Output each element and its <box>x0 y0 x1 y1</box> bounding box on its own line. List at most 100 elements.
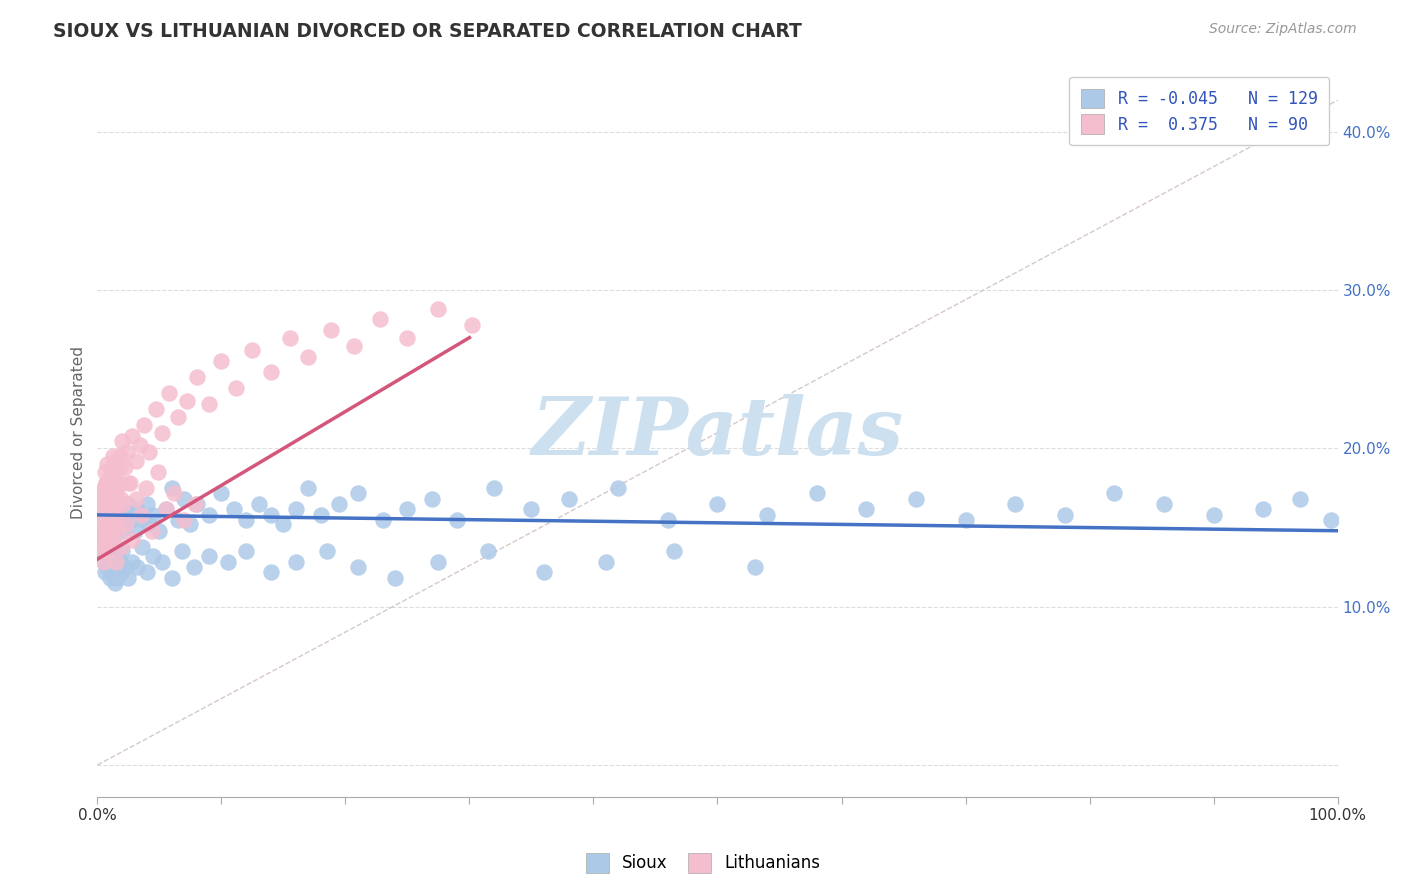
Point <box>142 549 165 563</box>
Point <box>138 444 160 458</box>
Point <box>955 513 977 527</box>
Point <box>93 481 115 495</box>
Point <box>225 381 247 395</box>
Point <box>114 560 136 574</box>
Point <box>94 528 117 542</box>
Point <box>273 517 295 532</box>
Point <box>108 555 131 569</box>
Point <box>115 517 138 532</box>
Point <box>94 540 117 554</box>
Point <box>297 350 319 364</box>
Point <box>260 366 283 380</box>
Point <box>103 536 125 550</box>
Point <box>150 425 173 440</box>
Point <box>96 492 118 507</box>
Point <box>93 517 115 532</box>
Point <box>104 492 127 507</box>
Point <box>105 465 128 479</box>
Point <box>91 524 114 538</box>
Point <box>184 497 207 511</box>
Point <box>125 560 148 574</box>
Text: SIOUX VS LITHUANIAN DIVORCED OR SEPARATED CORRELATION CHART: SIOUX VS LITHUANIAN DIVORCED OR SEPARATE… <box>53 22 803 41</box>
Point <box>209 485 232 500</box>
Point <box>111 508 134 522</box>
Point <box>100 524 122 538</box>
Point <box>111 434 134 448</box>
Point <box>105 481 128 495</box>
Point <box>117 476 139 491</box>
Point <box>328 497 350 511</box>
Point <box>1289 492 1312 507</box>
Point <box>97 549 120 563</box>
Point <box>155 501 177 516</box>
Point <box>104 501 127 516</box>
Point <box>97 500 120 514</box>
Point <box>284 501 307 516</box>
Point <box>98 485 121 500</box>
Point <box>1104 485 1126 500</box>
Point <box>319 323 342 337</box>
Point <box>90 485 112 500</box>
Point <box>247 497 270 511</box>
Point <box>96 457 118 471</box>
Point <box>368 311 391 326</box>
Point <box>121 533 143 548</box>
Point <box>94 492 117 507</box>
Point <box>309 508 332 522</box>
Point <box>91 532 114 546</box>
Point <box>346 560 368 574</box>
Point <box>484 481 506 495</box>
Point <box>104 476 127 491</box>
Point <box>209 354 232 368</box>
Point <box>235 513 257 527</box>
Point <box>222 501 245 516</box>
Point <box>104 513 127 527</box>
Point <box>96 560 118 574</box>
Point <box>125 492 148 507</box>
Point <box>173 492 195 507</box>
Point <box>134 417 156 432</box>
Point <box>125 454 148 468</box>
Point <box>98 508 121 522</box>
Point <box>657 513 679 527</box>
Point <box>94 524 117 538</box>
Point <box>108 450 131 464</box>
Point <box>134 513 156 527</box>
Point <box>346 485 368 500</box>
Point <box>135 481 157 495</box>
Point <box>97 485 120 500</box>
Point <box>461 318 484 332</box>
Point <box>94 508 117 522</box>
Point <box>105 571 128 585</box>
Point <box>114 460 136 475</box>
Point <box>110 492 132 507</box>
Point <box>93 508 115 522</box>
Point <box>138 517 160 532</box>
Point <box>129 508 152 522</box>
Point <box>100 524 122 538</box>
Point <box>96 513 118 527</box>
Point <box>89 513 111 527</box>
Point <box>112 497 135 511</box>
Point <box>477 544 499 558</box>
Point <box>148 524 170 538</box>
Point <box>124 524 146 538</box>
Point <box>163 485 186 500</box>
Point <box>260 508 283 522</box>
Point <box>118 476 141 491</box>
Point <box>136 497 159 511</box>
Point <box>94 497 117 511</box>
Point <box>97 492 120 507</box>
Point <box>114 501 136 516</box>
Point <box>108 460 131 475</box>
Point <box>904 492 927 507</box>
Point <box>343 338 366 352</box>
Point <box>160 481 183 495</box>
Point <box>98 513 121 527</box>
Point <box>103 450 125 464</box>
Point <box>94 481 117 495</box>
Point <box>103 544 125 558</box>
Point <box>242 343 264 358</box>
Point <box>176 393 198 408</box>
Point <box>110 524 132 538</box>
